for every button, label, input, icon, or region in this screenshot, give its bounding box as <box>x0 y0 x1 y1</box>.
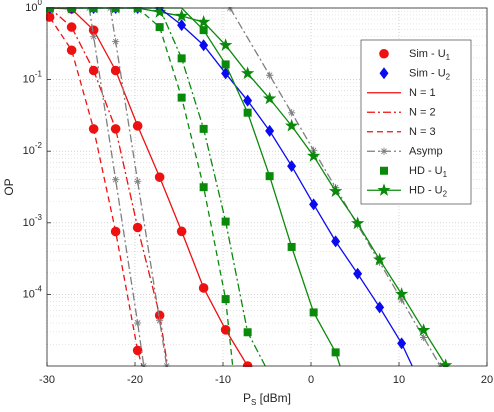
y-tick-label: 10-3​ <box>23 213 43 229</box>
series-line <box>47 7 413 367</box>
y-tick-label: 10-2​ <box>23 141 43 157</box>
marker-asterisk <box>112 37 120 46</box>
legend-text: Sim - U1​ <box>409 48 451 62</box>
marker-star <box>196 15 211 28</box>
marker-asterisk <box>380 147 388 155</box>
marker-square <box>221 295 230 304</box>
x-tick-label: 20 <box>481 374 493 386</box>
legend-text: Sim - U2​ <box>409 67 451 81</box>
marker-star <box>110 7 121 14</box>
marker-star <box>416 323 431 336</box>
legend-text: HD - U2​ <box>409 184 448 198</box>
marker-circle <box>379 48 389 59</box>
marker-star <box>174 9 189 22</box>
marker-star <box>350 216 365 230</box>
marker-star <box>240 66 255 80</box>
legend-text: N = 2 <box>409 106 436 118</box>
x-tick-label: -10 <box>215 374 231 386</box>
marker-square <box>155 23 164 32</box>
marker-asterisk <box>156 317 164 325</box>
marker-circle <box>46 12 55 22</box>
marker-asterisk <box>134 319 142 327</box>
marker-asterisk <box>266 71 274 79</box>
legend-text: Asymp <box>409 145 443 157</box>
legend: Sim - U1​ Sim - U2​ N = 1 N = 2 N = 3 Asymp HD… <box>360 39 472 205</box>
marker-star <box>218 38 233 51</box>
series-line <box>46 7 143 367</box>
marker-asterisk <box>134 177 142 185</box>
marker-star <box>377 183 391 196</box>
legend-text: N = 3 <box>409 126 436 138</box>
marker-star <box>152 7 167 18</box>
marker-asterisk <box>288 109 296 117</box>
marker-diamond <box>379 67 389 80</box>
y-tick-label: 100​ <box>25 0 42 14</box>
series-line <box>47 7 341 367</box>
marker-star <box>66 7 77 14</box>
x-tick-label: -20 <box>127 374 143 386</box>
marker-circle <box>110 124 121 134</box>
marker-star <box>372 252 387 266</box>
marker-star <box>284 118 299 132</box>
y-tick-label: 10-4​ <box>23 285 43 301</box>
x-tick-label: 0 <box>308 374 314 386</box>
y-axis-label: OP <box>2 178 16 195</box>
x-tick-label: 10 <box>393 374 405 386</box>
series-line <box>47 7 249 367</box>
legend-text: N = 1 <box>409 87 436 99</box>
marker-star <box>132 7 143 14</box>
marker-asterisk <box>420 333 428 342</box>
marker-asterisk <box>398 296 406 304</box>
marker-star <box>46 7 55 14</box>
marker-star <box>88 7 99 14</box>
marker-circle <box>132 345 143 356</box>
marker-star <box>438 358 453 367</box>
marker-circle <box>154 310 165 321</box>
marker-star <box>394 287 409 300</box>
x-tick-label: -30 <box>39 374 55 386</box>
marker-star <box>306 149 321 162</box>
marker-star <box>328 184 343 198</box>
legend-box <box>360 39 472 205</box>
marker-asterisk <box>90 33 98 41</box>
legend-text: HD - U1​ <box>409 165 448 179</box>
x-axis-label: PS​ [dBm] <box>243 391 291 407</box>
marker-star <box>262 91 277 105</box>
y-tick-label: 10-1​ <box>23 70 43 86</box>
marker-asterisk <box>112 176 120 184</box>
marker-circle <box>66 45 77 56</box>
marker-square <box>380 166 388 175</box>
axes-frame <box>46 7 488 367</box>
